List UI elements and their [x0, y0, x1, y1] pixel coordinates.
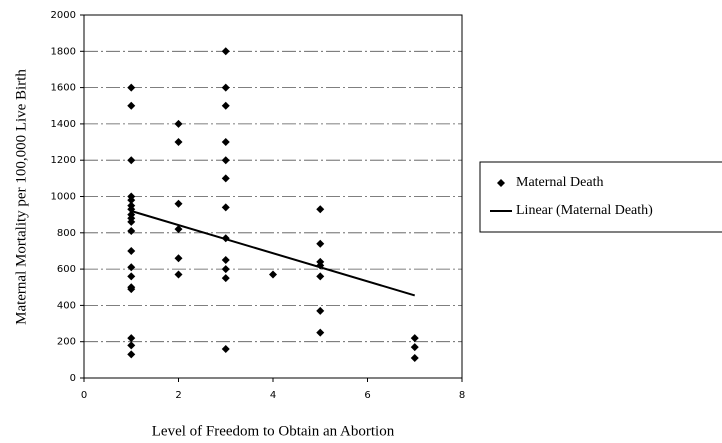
legend-label: Linear (Maternal Death): [516, 203, 653, 218]
y-tick-label: 2000: [51, 10, 76, 21]
point: [316, 328, 325, 337]
point: [410, 343, 419, 352]
point: [127, 246, 136, 255]
point: [127, 217, 136, 226]
y-axis-label: Maternal Mortality per 100,000 Live Birt…: [13, 69, 29, 325]
point: [127, 341, 136, 350]
point: [174, 119, 183, 128]
y-tick-label: 800: [57, 228, 76, 239]
y-tick-label: 1200: [51, 155, 76, 166]
plot-frame: [83, 14, 463, 379]
point: [127, 263, 136, 272]
point: [174, 199, 183, 208]
point: [127, 285, 136, 294]
point: [410, 354, 419, 363]
point: [221, 203, 230, 212]
point: [316, 306, 325, 315]
point: [127, 226, 136, 235]
point: [221, 256, 230, 265]
point: [221, 174, 230, 183]
legend-box: [479, 161, 722, 233]
y-tick-label: 1600: [51, 83, 76, 94]
point: [127, 272, 136, 281]
point: [174, 225, 183, 234]
point: [174, 270, 183, 279]
x-tick-label: 4: [270, 390, 276, 401]
y-tick-label: 400: [57, 300, 76, 311]
y-tick-label: 1400: [51, 119, 76, 130]
point: [221, 156, 230, 165]
legend: Maternal Death Linear (Maternal Death): [479, 161, 722, 233]
point: [127, 83, 136, 92]
point: [221, 265, 230, 274]
legend-marker: [497, 179, 505, 187]
y-tick-label: 0: [70, 373, 76, 384]
x-tick-label: 2: [175, 390, 181, 401]
legend-label: Maternal Death: [516, 175, 603, 190]
point: [316, 272, 325, 281]
point: [127, 350, 136, 359]
trend-line: [130, 210, 416, 297]
x-tick-label: 8: [459, 390, 465, 401]
point: [221, 344, 230, 353]
point: [127, 156, 136, 165]
y-tick-label: 1800: [51, 46, 76, 57]
y-tick-label: 600: [57, 264, 76, 275]
point: [221, 138, 230, 147]
point: [127, 101, 136, 110]
x-axis-label: Level of Freedom to Obtain an Abortion: [152, 423, 395, 439]
point: [127, 196, 136, 205]
point: [221, 47, 230, 56]
point: [221, 83, 230, 92]
x-tick-label: 6: [364, 390, 370, 401]
point: [174, 138, 183, 147]
point: [316, 239, 325, 248]
point: [316, 205, 325, 214]
x-tick-label: 0: [81, 390, 87, 401]
point: [221, 274, 230, 283]
point: [269, 270, 277, 279]
point: [221, 101, 230, 110]
point: [410, 334, 419, 343]
y-tick-label: 1000: [51, 192, 76, 203]
point: [174, 254, 183, 263]
point: [127, 334, 136, 343]
y-tick-label: 200: [57, 337, 76, 348]
